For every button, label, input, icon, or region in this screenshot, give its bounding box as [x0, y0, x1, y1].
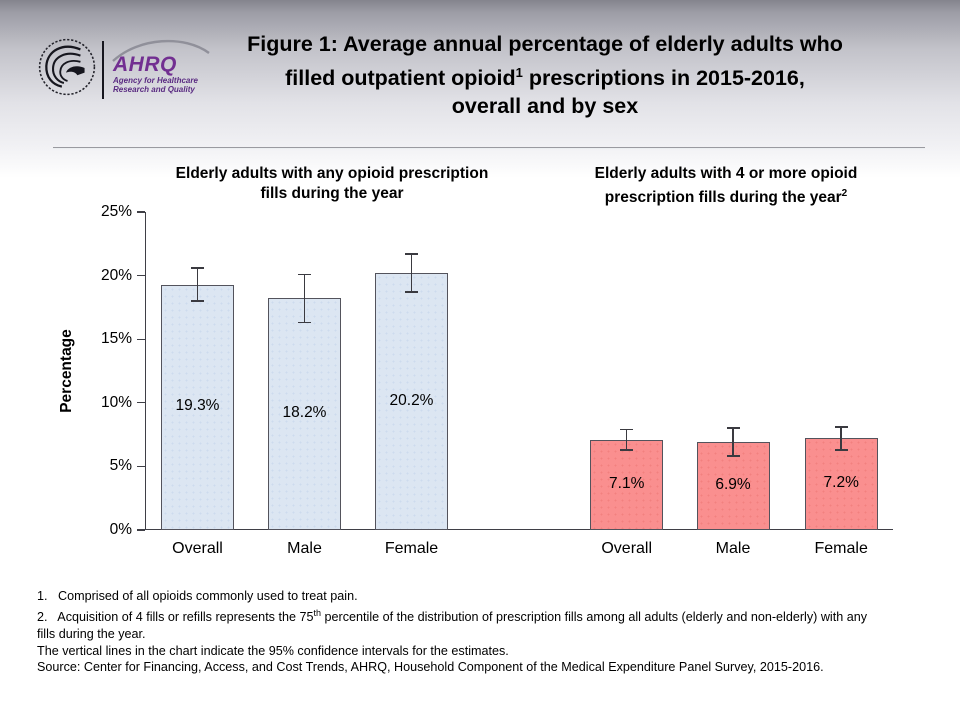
y-tick-label: 20%: [100, 266, 132, 284]
bar-any-fills-male: [268, 298, 341, 530]
figure-title: Figure 1: Average annual percentage of e…: [247, 32, 843, 119]
ahrq-swoosh-icon: [112, 39, 210, 62]
error-cap-bottom-four-plus-fills-female: [834, 449, 848, 451]
ahrq-agency-name: Agency for Healthcare Research and Quali…: [113, 75, 198, 95]
x-category-label-four-plus-fills-male: Male: [715, 540, 751, 557]
y-tick: [137, 275, 145, 277]
agency-logo: AHRQ Agency for Healthcare Research and …: [36, 36, 215, 103]
y-tick-label: 0%: [109, 521, 132, 538]
error-cap-top-any-fills-overall: [191, 267, 204, 269]
error-cap-top-any-fills-female: [405, 253, 418, 255]
y-tick: [137, 402, 145, 404]
y-tick-label: 10%: [100, 393, 132, 411]
ahrq-acronym: AHRQ: [113, 52, 177, 76]
bar-four-plus-fills-overall: [590, 439, 664, 530]
footnote-2-continued: fills during the year.: [37, 626, 146, 641]
footnote-ref-1: 1: [515, 64, 523, 80]
y-tick: [137, 529, 145, 531]
x-category-label-four-plus-fills-female: Female: [814, 540, 868, 557]
header-divider-line: [53, 147, 925, 149]
bar-value-label-any-fills-overall: 19.3%: [175, 397, 220, 415]
footnote-ref-2: 2: [841, 187, 848, 199]
error-bar-any-fills-male: [303, 274, 306, 323]
error-cap-bottom-any-fills-overall: [191, 300, 204, 302]
bar-value-label-any-fills-male: 18.2%: [282, 404, 327, 422]
bar-four-plus-fills-female: [804, 438, 878, 530]
bar-value-label-four-plus-fills-female: 7.2%: [823, 474, 859, 492]
x-axis-line: [145, 529, 893, 531]
error-bar-any-fills-overall: [196, 267, 199, 302]
error-cap-bottom-four-plus-fills-overall: [620, 449, 634, 451]
error-bar-four-plus-fills-male: [732, 428, 734, 457]
error-cap-bottom-any-fills-male: [298, 321, 311, 324]
y-tick: [137, 465, 145, 468]
bar-value-label-any-fills-female: 20.2%: [389, 391, 434, 409]
confidence-interval-note: The vertical lines in the chart indicate…: [37, 643, 509, 658]
error-cap-top-four-plus-fills-overall: [620, 428, 634, 431]
error-cap-bottom-four-plus-fills-male: [726, 455, 740, 457]
bar-any-fills-overall: [161, 284, 234, 530]
y-tick: [137, 338, 145, 340]
error-bar-four-plus-fills-overall: [625, 429, 628, 450]
error-cap-top-any-fills-male: [298, 273, 311, 276]
footnotes: 1. Comprised of all opioids commonly use…: [37, 588, 945, 676]
footnote-1: 1. Comprised of all opioids commonly use…: [37, 589, 358, 603]
x-category-label-any-fills-male: Male: [287, 540, 322, 557]
hhs-eagle-seal-icon: [36, 36, 98, 103]
y-tick-label: 5%: [109, 457, 132, 475]
bar-value-label-four-plus-fills-overall: 7.1%: [609, 474, 645, 492]
x-category-label-any-fills-female: Female: [384, 540, 439, 557]
footnote-2: 2. Acquisition of 4 fills or refills rep…: [37, 607, 868, 624]
bar-value-label-four-plus-fills-male: 6.9%: [715, 476, 751, 494]
bar-any-fills-female: [375, 273, 448, 530]
right-group-subtitle: Elderly adults with 4 or more opioid pre…: [594, 165, 858, 206]
y-tick-label: 25%: [100, 203, 132, 220]
source-note: Source: Center for Financing, Access, an…: [37, 660, 824, 675]
y-tick-label: 15%: [100, 330, 132, 348]
logo-divider: [102, 40, 104, 99]
error-cap-top-four-plus-fills-female: [834, 426, 848, 428]
error-cap-top-four-plus-fills-male: [726, 427, 740, 429]
y-tick: [137, 211, 145, 213]
error-bar-any-fills-female: [410, 253, 413, 293]
error-bar-four-plus-fills-female: [840, 426, 842, 450]
ahrq-wordmark: AHRQ Agency for Healthcare Research and …: [111, 39, 215, 101]
x-category-label-four-plus-fills-overall: Overall: [601, 540, 653, 557]
x-category-label-any-fills-overall: Overall: [172, 540, 223, 557]
left-group-subtitle: Elderly adults with any opioid prescript…: [175, 165, 489, 202]
error-cap-bottom-any-fills-female: [405, 291, 418, 293]
y-axis-line: [145, 212, 147, 530]
